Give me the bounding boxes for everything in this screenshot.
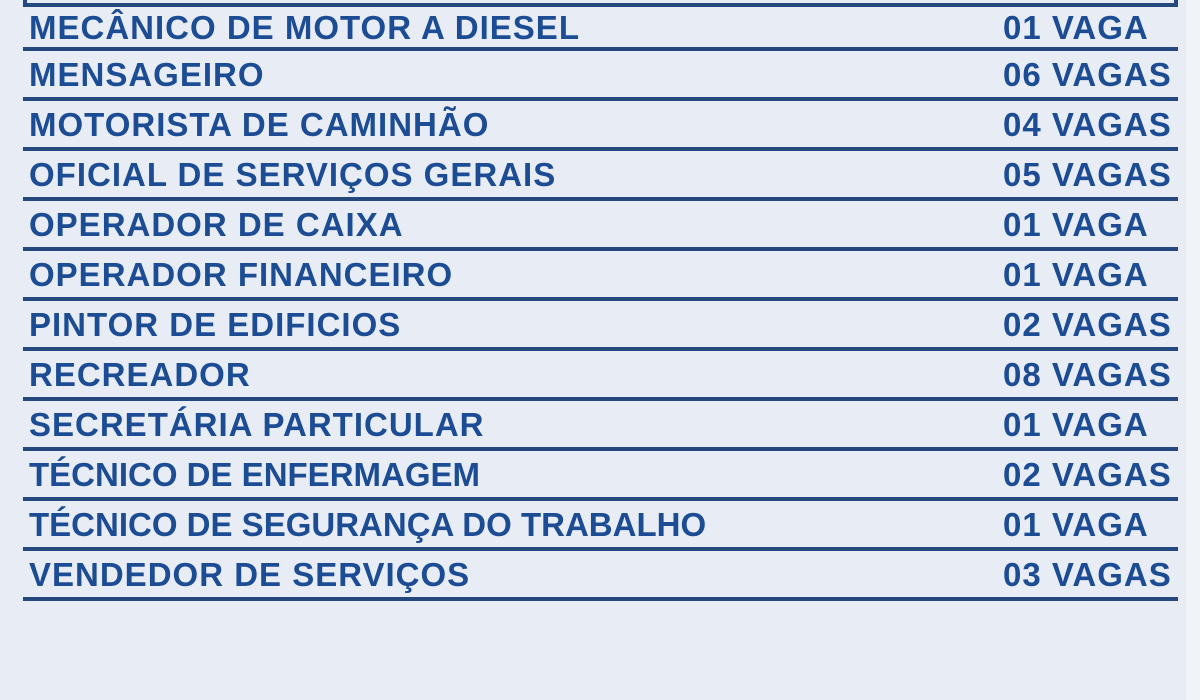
vacancy-count: 01 VAGA: [1003, 8, 1149, 46]
job-title: TÉCNICO DE SEGURANÇA DO TRABALHO: [29, 505, 707, 543]
job-title: MECÂNICO DE MOTOR A DIESEL: [29, 8, 580, 46]
table-right-border-stub: [1174, 0, 1178, 7]
table-top-border: [23, 3, 1178, 7]
vacancy-count: 01 VAGA: [1003, 255, 1149, 293]
vacancy-count: 02 VAGAS: [1003, 305, 1172, 343]
job-title: OFICIAL DE SERVIÇOS GERAIS: [29, 155, 557, 193]
table-row: MENSAGEIRO 06 VAGAS: [23, 51, 1178, 101]
job-title: PINTOR DE EDIFICIOS: [29, 305, 402, 343]
job-title: TÉCNICO DE ENFERMAGEM: [29, 455, 481, 493]
table-row: PINTOR DE EDIFICIOS 02 VAGAS: [23, 301, 1178, 351]
vacancy-count: 08 VAGAS: [1003, 355, 1172, 393]
job-title: MENSAGEIRO: [29, 55, 265, 93]
table-row: VENDEDOR DE SERVIÇOS 03 VAGAS: [23, 551, 1178, 601]
table-row: RECREADOR 08 VAGAS: [23, 351, 1178, 401]
table-row: SECRETÁRIA PARTICULAR 01 VAGA: [23, 401, 1178, 451]
job-title: OPERADOR DE CAIXA: [29, 205, 404, 243]
job-title: OPERADOR FINANCEIRO: [29, 255, 454, 293]
vacancy-count: 03 VAGAS: [1003, 555, 1172, 593]
vacancy-count: 04 VAGAS: [1003, 105, 1172, 143]
vacancy-count: 05 VAGAS: [1003, 155, 1172, 193]
vacancy-table: MECÂNICO DE MOTOR A DIESEL 01 VAGA MENSA…: [23, 0, 1178, 601]
job-title: MOTORISTA DE CAMINHÃO: [29, 105, 490, 143]
page-right-margin: [1186, 0, 1200, 700]
table-left-border-stub: [23, 0, 27, 7]
table-row: OPERADOR DE CAIXA 01 VAGA: [23, 201, 1178, 251]
vacancy-count: 02 VAGAS: [1003, 455, 1172, 493]
table-row: OFICIAL DE SERVIÇOS GERAIS 05 VAGAS: [23, 151, 1178, 201]
table-row: TÉCNICO DE SEGURANÇA DO TRABALHO 01 VAGA: [23, 501, 1178, 551]
job-title: SECRETÁRIA PARTICULAR: [29, 405, 485, 443]
table-row: OPERADOR FINANCEIRO 01 VAGA: [23, 251, 1178, 301]
vacancy-count: 01 VAGA: [1003, 205, 1149, 243]
job-title: VENDEDOR DE SERVIÇOS: [29, 555, 471, 593]
job-title: RECREADOR: [29, 355, 251, 393]
table-row: TÉCNICO DE ENFERMAGEM 02 VAGAS: [23, 451, 1178, 501]
vacancy-count: 06 VAGAS: [1003, 55, 1172, 93]
vacancy-count: 01 VAGA: [1003, 405, 1149, 443]
vacancy-count: 01 VAGA: [1003, 505, 1149, 543]
table-row: MECÂNICO DE MOTOR A DIESEL 01 VAGA: [23, 7, 1178, 51]
table-row: MOTORISTA DE CAMINHÃO 04 VAGAS: [23, 101, 1178, 151]
